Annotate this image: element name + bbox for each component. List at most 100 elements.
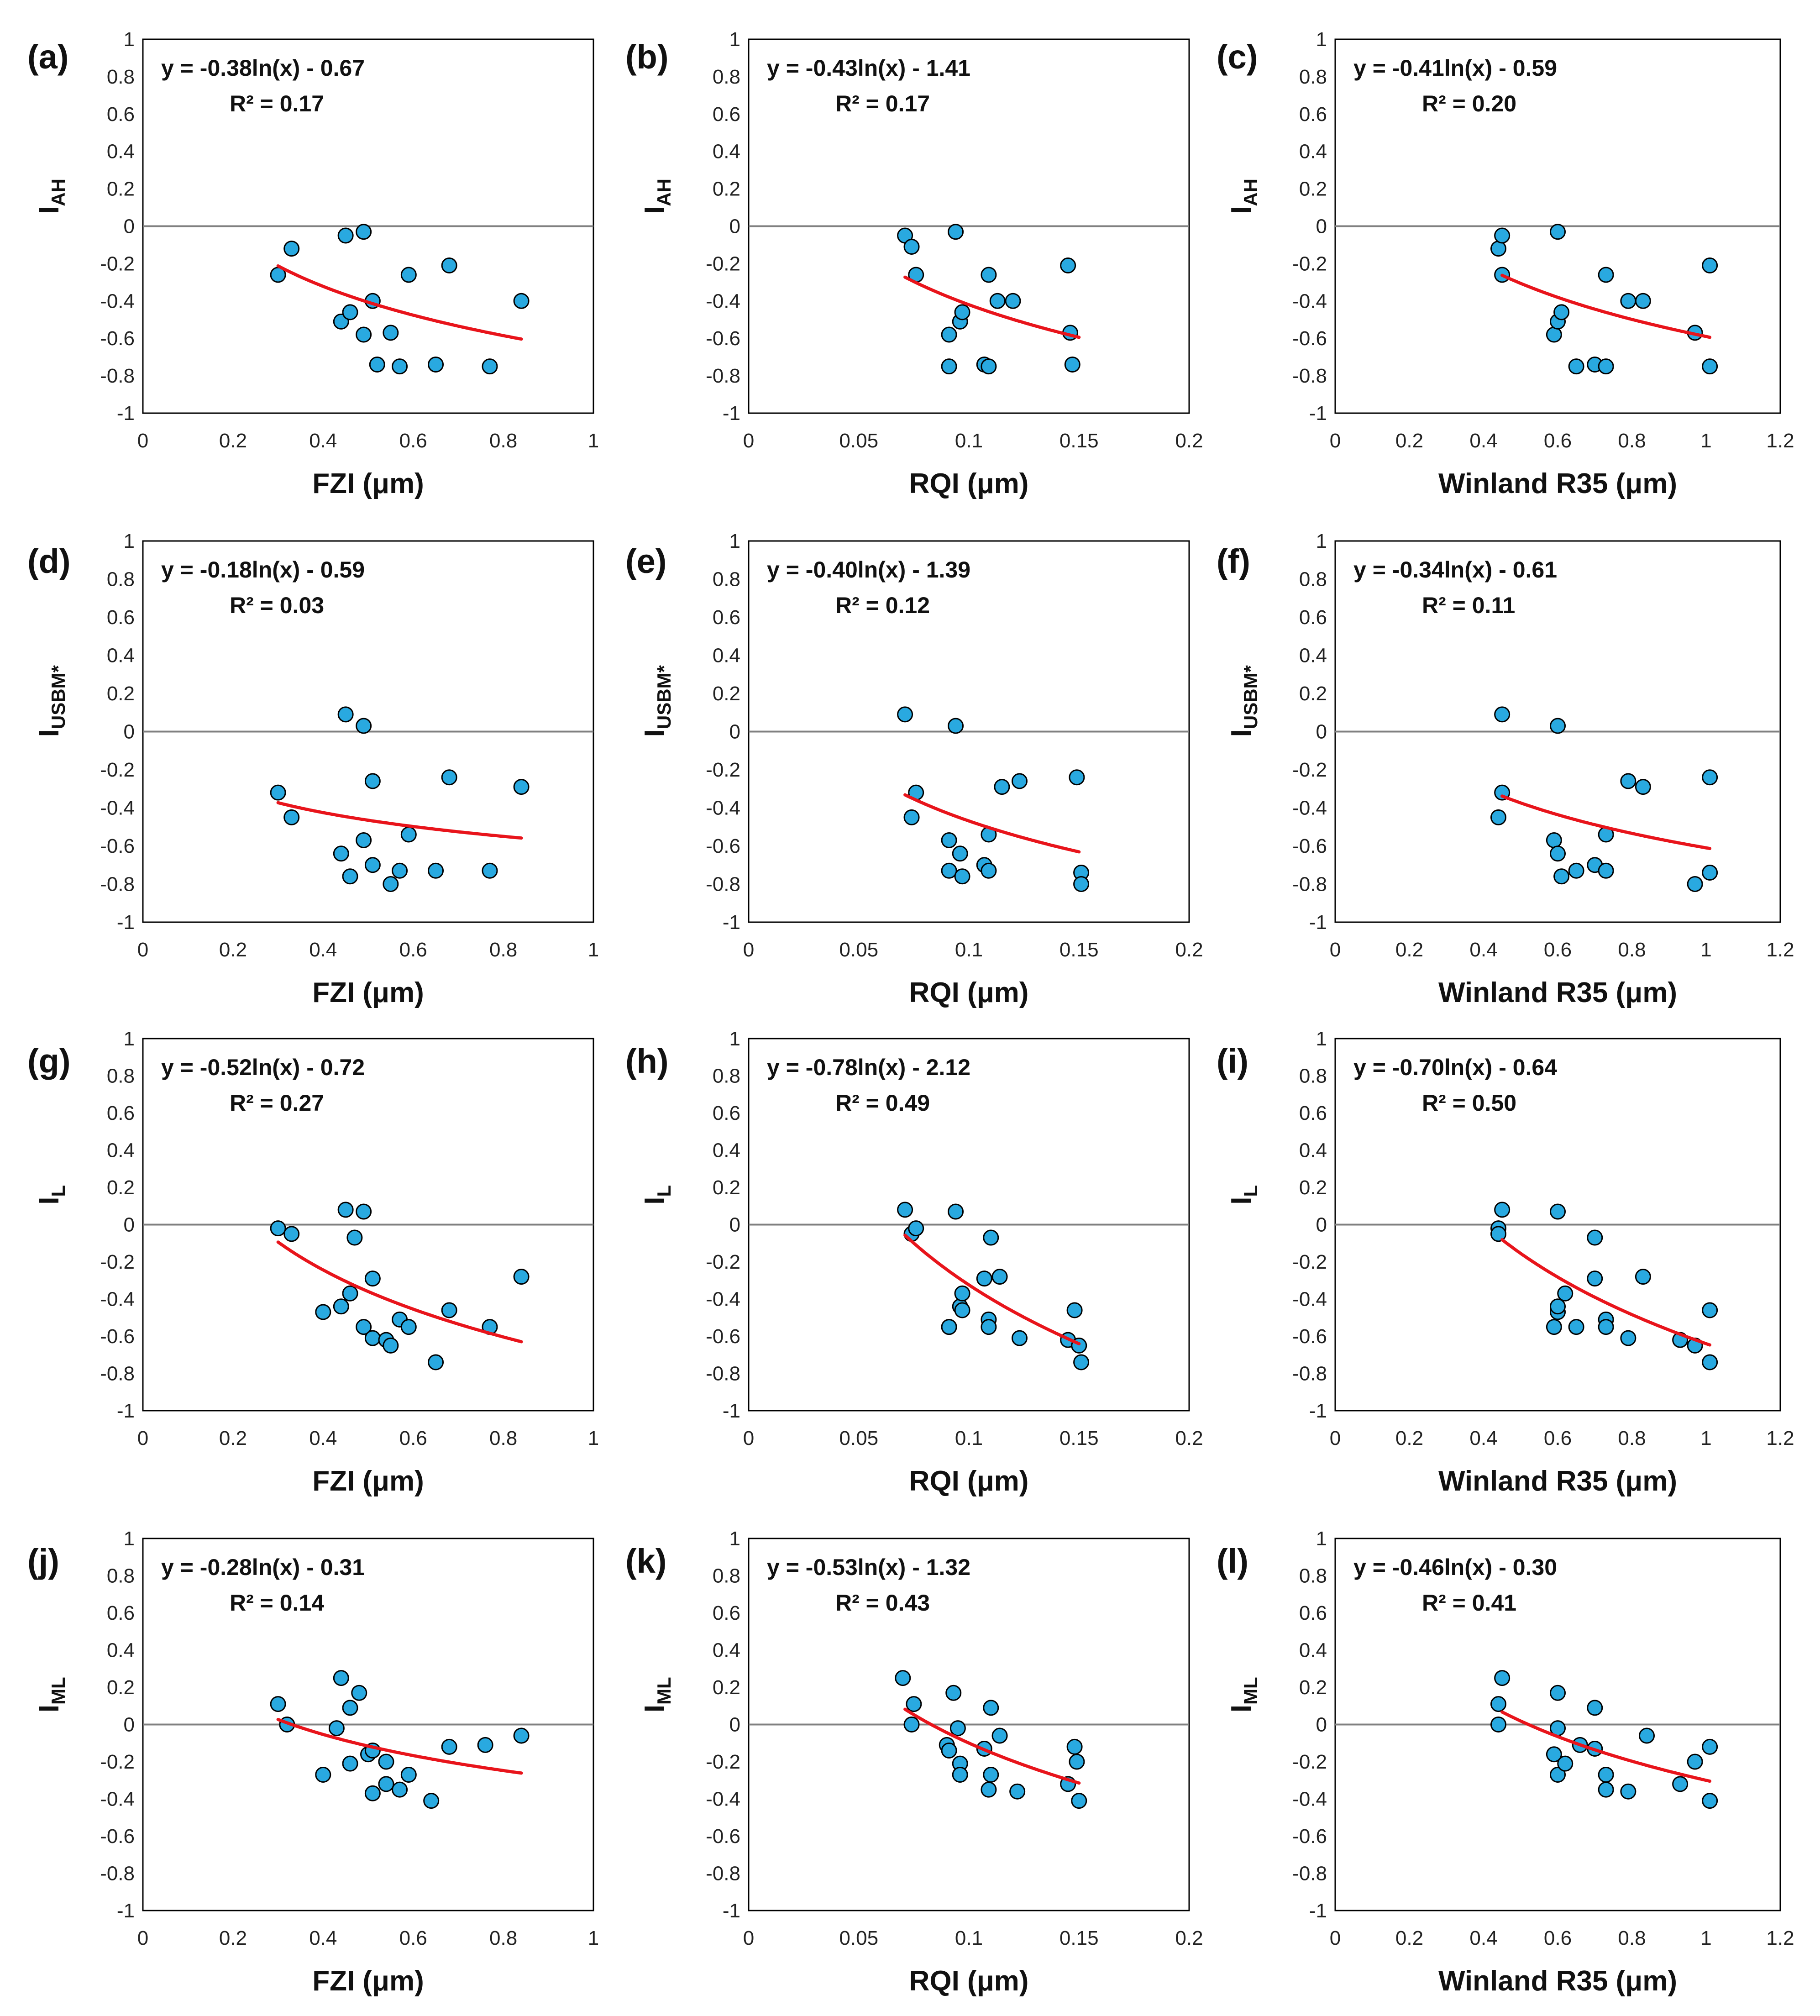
data-point [1702,257,1718,273]
data-point [1702,769,1718,786]
data-point [952,1767,968,1783]
data-point [1702,1738,1718,1755]
data-point [1550,1685,1566,1701]
y-tick-label: -1 [723,402,740,425]
trendline [276,1718,523,1775]
trendline [903,1707,1081,1785]
data-point [948,1203,964,1220]
y-tick-label: 0.8 [713,66,740,88]
y-tick-label: 0.8 [713,1565,740,1587]
data-point [1546,1319,1562,1335]
x-tick-label: 0 [1330,939,1341,961]
data-point [981,358,997,375]
chart-panel-b: -1 -0.8 -0.6 -0.4 -0.2 0 0.2 0.4 0.6 0.8 1 0 0.05 0.1… [625,28,1203,499]
data-point [400,826,417,843]
y-tick-label: 0.2 [713,682,740,705]
y-tick-label: -0.8 [100,1863,135,1885]
chart-panel-j: -1 -0.8 -0.6 -0.4 -0.2 0 0.2 0.4 0.6 0.8 1 0 0.2 0.4 0… [27,1528,599,1997]
data-point [283,1226,300,1242]
y-axis-title-main: I [33,1705,65,1712]
y-tick-label: 0.6 [713,606,740,629]
x-tick-label: 0.8 [489,430,517,452]
x-tick-label: 0.15 [1059,939,1099,961]
data-point [356,224,372,240]
data-point [392,862,408,879]
y-tick-label: 0.4 [1299,1139,1327,1162]
data-point [383,325,399,341]
data-point [976,1270,992,1287]
y-axis-title: IL [1226,1185,1261,1205]
r-squared-label: R² = 0.20 [1422,91,1516,116]
data-point [1687,876,1703,892]
trendline-equation: y = -0.28ln(x) - 0.31 [161,1554,365,1580]
y-tick-label: 0.8 [107,568,135,591]
x-tick-label: 1 [1700,1927,1711,1949]
y-tick-label: -0.8 [1292,1363,1327,1385]
y-axis-title: IAH [639,178,675,214]
y-tick-label: -0.6 [706,327,740,350]
r-squared-label: R² = 0.49 [835,1090,930,1116]
data-point [981,1781,997,1798]
y-tick-label: -0.2 [1292,252,1327,275]
y-tick-label: 0.4 [107,141,135,163]
y-tick-label: 0.8 [1299,568,1327,591]
x-tick-label: 0.6 [1544,1927,1572,1949]
y-tick-label: 0.4 [713,645,740,667]
data-point [1598,862,1614,879]
data-point [428,1354,444,1370]
y-tick-label: -1 [1309,911,1327,934]
data-point [1557,1285,1573,1302]
y-tick-label: 0.2 [1299,178,1327,200]
y-axis-title: IUSBM* [639,665,675,737]
r-squared-label: R² = 0.14 [230,1590,324,1616]
y-axis-title-main: I [33,729,65,737]
y-axis-title-main: I [639,1197,671,1205]
y-tick-label: 0.6 [713,1602,740,1624]
trendline-equation: y = -0.52ln(x) - 0.72 [161,1055,365,1080]
y-tick-label: 0.2 [1299,682,1327,705]
y-axis-title: IAH [33,178,69,214]
y-axis-title-subscript: L [653,1185,675,1197]
y-tick-label: 0.6 [107,606,135,629]
trendline [1500,1710,1712,1783]
data-point [983,1229,999,1246]
y-tick-label: -0.4 [1292,1788,1327,1811]
y-axis-title-subscript: L [47,1185,69,1197]
x-tick-label: 0.6 [399,939,427,961]
panel-label: (j) [27,1542,59,1580]
data-point [1550,1767,1566,1783]
data-point [482,862,498,879]
data-point [423,1793,440,1809]
data-point [356,718,372,734]
y-axis-title-main: I [639,1705,671,1712]
y-tick-label: 0.2 [107,682,135,705]
x-tick-label: 1 [1700,430,1711,452]
x-tick-label: 0.1 [955,939,983,961]
y-tick-label: 0.4 [107,645,135,667]
data-point [1005,293,1021,309]
y-tick-label: -0.2 [706,1251,740,1273]
x-tick-label: 0.4 [309,939,337,961]
y-tick-label: -1 [1309,1900,1327,1922]
data-point [1672,1776,1689,1792]
r-squared-label: R² = 0.41 [1422,1590,1516,1616]
y-tick-label: -1 [723,911,740,934]
trendline [1500,1238,1712,1347]
y-tick-label: -0.4 [100,1288,135,1311]
x-tick-label: 0.15 [1059,1427,1099,1449]
x-tick-label: 0.8 [1618,1927,1646,1949]
y-tick-label: 1 [729,28,740,51]
x-tick-label: 0.4 [309,1927,337,1949]
x-axis-title: RQI (μm) [909,468,1029,499]
y-tick-label: -0.4 [706,797,740,819]
y-tick-label: 0 [729,215,740,238]
y-tick-label: 1 [124,530,135,552]
data-point [270,1220,286,1237]
x-tick-label: 1.2 [1766,1927,1794,1949]
data-point [1639,1727,1655,1744]
y-axis-title-subscript: L [1240,1185,1261,1197]
panel-label: (b) [625,38,669,76]
y-tick-label: -0.6 [1292,835,1327,857]
x-axis-title: RQI (μm) [909,977,1029,1008]
data-point [513,1269,530,1285]
